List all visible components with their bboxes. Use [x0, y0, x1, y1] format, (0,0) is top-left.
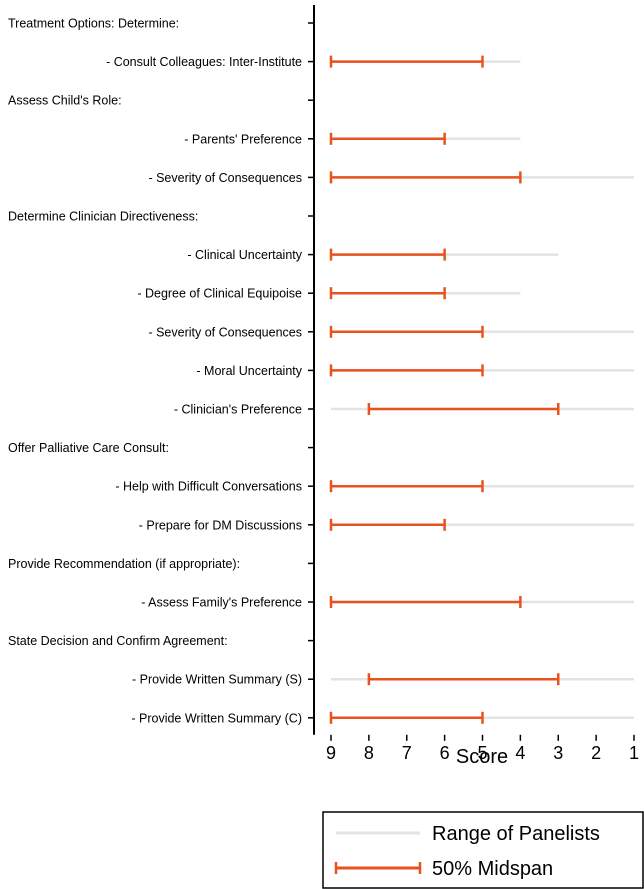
legend-range-label: Range of Panelists	[432, 823, 600, 845]
category-header-label: Treatment Options: Determine:	[8, 17, 179, 31]
category-header-label: State Decision and Confirm Agreement:	[8, 634, 228, 648]
x-tick-label: 8	[364, 743, 374, 763]
category-label: - Help with Difficult Conversations	[115, 480, 302, 494]
category-label: - Prepare for DM Discussions	[139, 518, 302, 532]
x-tick-label: 6	[440, 743, 450, 763]
x-tick-label: 3	[553, 743, 563, 763]
x-tick-label: 4	[515, 743, 525, 763]
legend: Range of Panelists 50% Midspan	[322, 811, 644, 889]
x-tick-label: 9	[326, 743, 336, 763]
category-label: - Provide Written Summary (S)	[132, 673, 302, 687]
legend-box	[322, 811, 644, 889]
x-tick-label: 2	[591, 743, 601, 763]
x-tick-label: 5	[477, 743, 487, 763]
category-label: - Parents' Preference	[184, 132, 302, 146]
category-header-label: Assess Child's Role:	[8, 94, 122, 108]
category-label: - Degree of Clinical Equipoise	[137, 287, 302, 301]
category-label: - Severity of Consequences	[148, 325, 302, 339]
x-axis-title: Score	[456, 746, 508, 768]
category-header-label: Determine Clinician Directiveness:	[8, 210, 198, 224]
category-label: - Provide Written Summary (C)	[131, 711, 302, 725]
category-label: - Consult Colleagues: Inter-Institute	[106, 55, 302, 69]
category-label: - Clinical Uncertainty	[187, 248, 302, 262]
legend-midspan-label: 50% Midspan	[432, 858, 553, 880]
x-axis-ticks: 9 8 7 6 5 4 3 2 1	[326, 734, 639, 763]
category-header-label: Provide Recommendation (if appropriate):	[8, 557, 240, 571]
category-label: - Moral Uncertainty	[196, 364, 302, 378]
chart-rows: Treatment Options: Determine: - Consult C…	[8, 17, 634, 725]
category-label: - Severity of Consequences	[148, 171, 302, 185]
x-tick-label: 1	[629, 743, 639, 763]
category-label: - Assess Family's Preference	[141, 596, 302, 610]
category-label: - Clinician's Preference	[174, 403, 302, 417]
x-tick-label: 7	[402, 743, 412, 763]
category-header-label: Offer Palliative Care Consult:	[8, 441, 169, 455]
